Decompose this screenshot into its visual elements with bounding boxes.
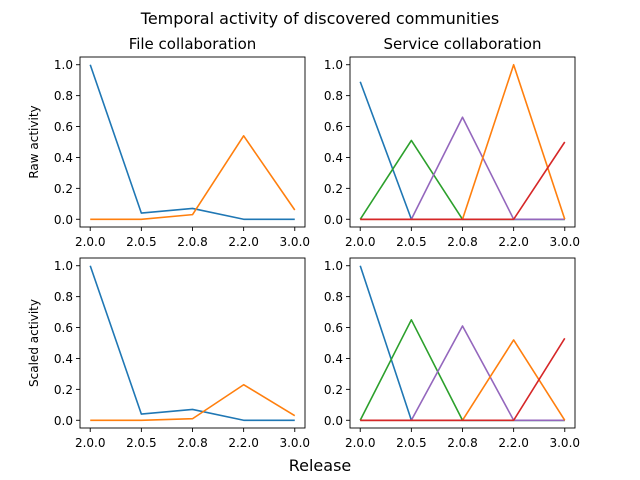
x-tick-label: 2.2.0 bbox=[498, 436, 529, 450]
x-tick-label: 2.0.0 bbox=[75, 235, 106, 249]
subplot-2: 0.0 0.2 0.4 0.6 0.8 1.0 2.0.0 2.0.5 2.0.8 2.2.0 3.… bbox=[324, 35, 580, 249]
y-tick-label: 1.0 bbox=[324, 259, 343, 273]
y-tick-label: 0.2 bbox=[54, 182, 73, 196]
x-tick-label: 2.0.5 bbox=[126, 235, 157, 249]
x-tick-label: 2.0.8 bbox=[177, 436, 208, 450]
series-line-1 bbox=[89, 265, 295, 422]
y-tick-label: 0.8 bbox=[324, 89, 343, 103]
figure-suptitle: Temporal activity of discovered communit… bbox=[140, 9, 499, 28]
x-tick-label: 2.0.8 bbox=[447, 436, 478, 450]
y-axis-label: Raw activity bbox=[27, 105, 41, 178]
x-tick-label: 2.0.8 bbox=[447, 235, 478, 249]
y-tick-label: 0.6 bbox=[324, 120, 343, 134]
x-tick-label: 2.0.5 bbox=[126, 436, 157, 450]
y-tick-label: 0.8 bbox=[54, 89, 73, 103]
y-tick-label: 0.8 bbox=[324, 290, 343, 304]
series-line-2 bbox=[90, 135, 296, 221]
y-tick-label: 0.6 bbox=[324, 321, 343, 335]
y-tick-label: 1.0 bbox=[324, 58, 343, 72]
x-tick-label: 3.0.0 bbox=[549, 235, 580, 249]
y-tick-label: 0.4 bbox=[324, 352, 343, 366]
subplot-1: 0.0 0.2 0.4 0.6 0.8 1.0 2.0.0 2.0.5 2.0.8 2.2.0 3.… bbox=[27, 35, 310, 249]
x-tick-label: 2.0.0 bbox=[75, 436, 106, 450]
x-tick-label: 2.2.0 bbox=[498, 235, 529, 249]
series-line-1 bbox=[89, 64, 295, 221]
y-tick-label: 0.2 bbox=[324, 383, 343, 397]
x-tick-label: 2.0.0 bbox=[345, 235, 376, 249]
y-tick-label: 0.6 bbox=[54, 321, 73, 335]
subplot-3: 0.0 0.2 0.4 0.6 0.8 1.0 2.0.0 2.0.5 2.0.8 2.2.0 3.… bbox=[27, 257, 310, 450]
x-tick-label: 2.2.0 bbox=[228, 436, 259, 450]
y-tick-label: 0.4 bbox=[54, 352, 73, 366]
x-tick-label: 3.0.0 bbox=[549, 436, 580, 450]
y-tick-label: 0.0 bbox=[324, 414, 343, 428]
x-tick-label: 2.0.5 bbox=[396, 235, 427, 249]
subplot-4: 0.0 0.2 0.4 0.6 0.8 1.0 2.0.0 2.0.5 2.0.8 2.2.0 3.… bbox=[324, 257, 580, 450]
series-line-5 bbox=[360, 141, 566, 221]
y-tick-label: 0.6 bbox=[54, 120, 73, 134]
y-tick-label: 0.2 bbox=[54, 383, 73, 397]
y-tick-label: 0.0 bbox=[54, 213, 73, 227]
y-tick-label: 1.0 bbox=[54, 259, 73, 273]
series-line-5 bbox=[360, 337, 566, 422]
y-tick-label: 0.2 bbox=[324, 182, 343, 196]
x-tick-label: 3.0.0 bbox=[279, 235, 310, 249]
y-axis-label: Scaled activity bbox=[27, 299, 41, 387]
x-tick-label: 2.0.8 bbox=[177, 235, 208, 249]
x-tick-label: 2.0.5 bbox=[396, 436, 427, 450]
y-tick-label: 1.0 bbox=[54, 58, 73, 72]
y-tick-label: 0.0 bbox=[324, 213, 343, 227]
subplot-grid: 0.00.20.40.60.81.02.0.0 2.0.5 2.0.8 2.2.0 3.… bbox=[27, 35, 580, 450]
y-tick-label: 0.0 bbox=[54, 414, 73, 428]
series-line-2 bbox=[90, 383, 296, 422]
subplot-title: File collaboration bbox=[129, 35, 257, 53]
y-tick-label: 0.8 bbox=[54, 290, 73, 304]
y-tick-label: 0.4 bbox=[324, 151, 343, 165]
subplot-title: Service collaboration bbox=[384, 35, 542, 53]
figure-xlabel: Release bbox=[289, 456, 352, 475]
x-tick-label: 2.2.0 bbox=[228, 235, 259, 249]
x-tick-label: 2.0.0 bbox=[345, 436, 376, 450]
y-tick-label: 0.4 bbox=[54, 151, 73, 165]
x-tick-label: 3.0.0 bbox=[279, 436, 310, 450]
